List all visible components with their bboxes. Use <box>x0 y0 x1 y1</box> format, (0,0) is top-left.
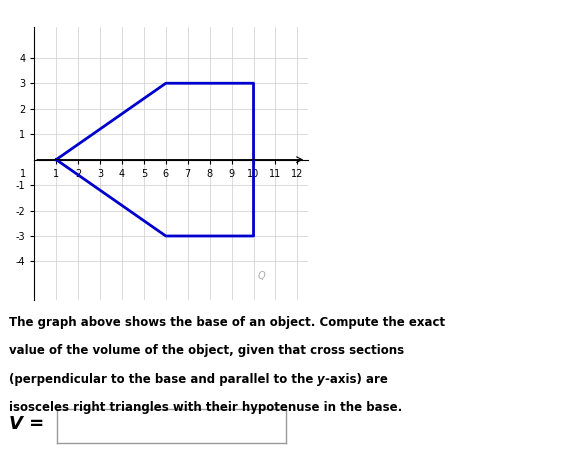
Text: -axis) are: -axis) are <box>325 373 388 386</box>
Text: 1: 1 <box>20 168 26 178</box>
Text: isosceles right triangles with their hypotenuse in the base.: isosceles right triangles with their hyp… <box>9 401 402 415</box>
Text: V =: V = <box>9 415 44 434</box>
Text: Q: Q <box>258 271 266 281</box>
Text: (perpendicular to the base and parallel to the: (perpendicular to the base and parallel … <box>9 373 317 386</box>
Text: y: y <box>317 373 325 386</box>
Text: The graph above shows the base of an object. Compute the exact: The graph above shows the base of an obj… <box>9 316 445 329</box>
Text: value of the volume of the object, given that cross sections: value of the volume of the object, given… <box>9 344 404 357</box>
